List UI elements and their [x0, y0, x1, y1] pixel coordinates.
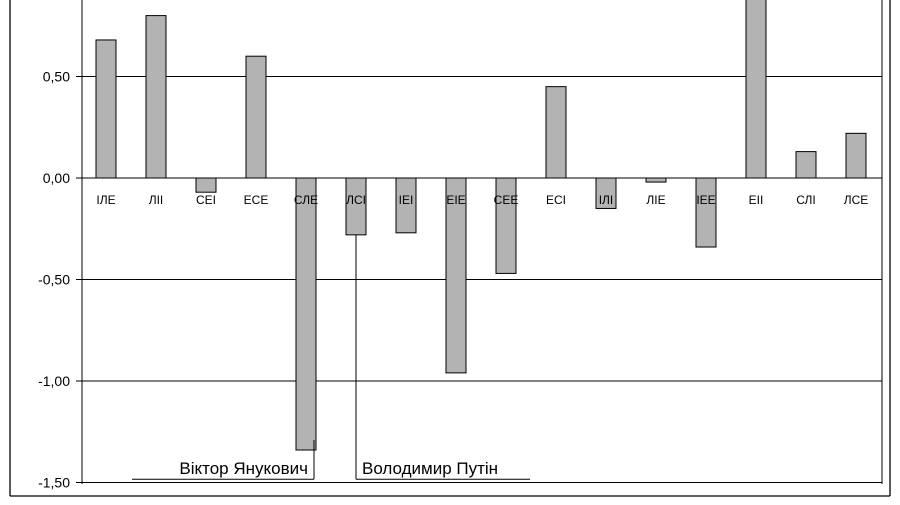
bar-layer	[95, 0, 867, 451]
x-tick-label: ЛСЕ	[844, 193, 869, 207]
bar	[195, 177, 217, 193]
x-tick-label: СЛІ	[796, 193, 815, 207]
y-tick-label: -0,50	[38, 272, 70, 288]
bar	[795, 151, 817, 179]
bar	[745, 0, 767, 179]
x-tick-label: ІЛІ	[599, 193, 614, 207]
x-tick-label: СЛЕ	[294, 193, 318, 207]
bar	[145, 15, 167, 179]
y-tick-label: 0,50	[43, 69, 70, 85]
annotation-layer: Віктор Янукович Володимир Путін	[132, 234, 530, 480]
y-tick-label: -1,00	[38, 373, 70, 389]
label-layer: -1,50 -1,00 -0,50 0,00 0,50 ІЛЕ ЛІІ СЕІ ЕСЕ СЛЕ ЛС…	[38, 69, 868, 491]
bar	[845, 132, 867, 179]
x-tick-label: ЛІЕ	[646, 193, 665, 207]
annotation-label: Віктор Янукович	[179, 459, 308, 478]
bar	[645, 177, 667, 183]
bar	[245, 55, 267, 179]
bar	[595, 177, 617, 209]
y-tick-label: -1,50	[38, 475, 70, 491]
bar	[295, 177, 317, 451]
x-tick-label: ЛІІ	[149, 193, 164, 207]
bar	[395, 177, 417, 234]
x-tick-label: ІЕЕ	[696, 193, 715, 207]
bar	[445, 177, 467, 374]
annotation-label: Володимир Путін	[362, 459, 498, 478]
bar	[495, 177, 517, 274]
x-tick-label: СЕЕ	[494, 193, 519, 207]
x-tick-label: ЕСІ	[546, 193, 566, 207]
bar	[695, 177, 717, 248]
bar	[95, 39, 117, 179]
x-tick-label: ЕСЕ	[244, 193, 269, 207]
x-tick-label: СЕІ	[196, 193, 216, 207]
x-tick-label: ІЕІ	[399, 193, 414, 207]
x-tick-label: ІЛЕ	[96, 193, 115, 207]
y-tick-label: 0,00	[43, 170, 70, 186]
bar	[545, 86, 567, 179]
x-tick-label: ЕІЕ	[446, 193, 465, 207]
x-tick-label: ЕІІ	[749, 193, 764, 207]
x-tick-label: ЛСІ	[346, 193, 366, 207]
